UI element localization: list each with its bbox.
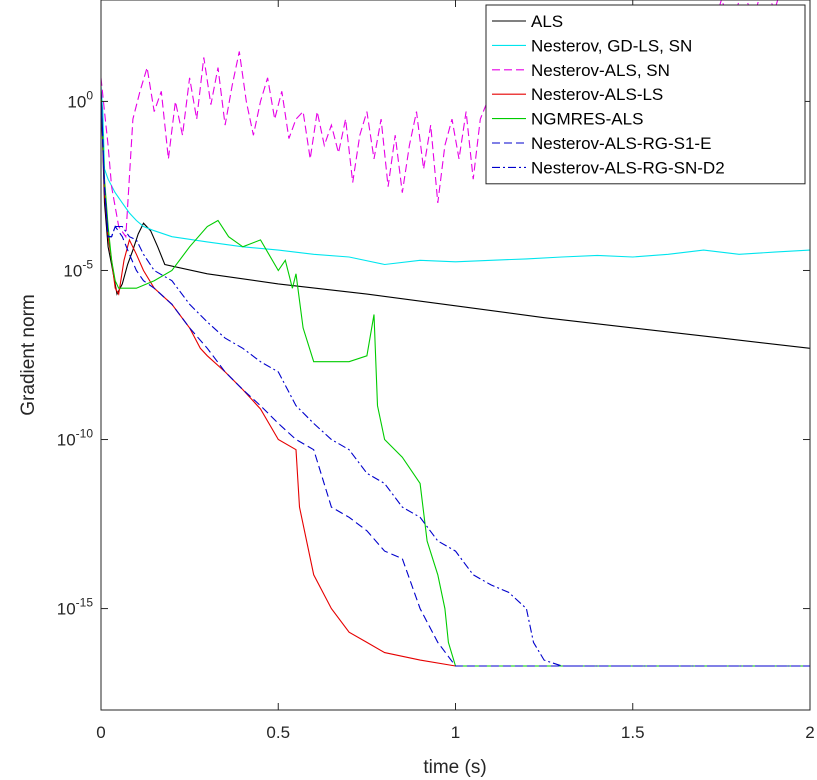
x-tick-label: 1.5: [621, 723, 645, 742]
legend-label: Nesterov-ALS-RG-S1-E: [531, 134, 711, 153]
series-line-6: [101, 91, 810, 667]
legend-label: Nesterov-ALS-RG-SN-D2: [531, 158, 725, 177]
series-line-2: [101, 85, 810, 266]
y-tick-label: 100: [67, 88, 93, 111]
y-axis-title: Gradient norm: [18, 294, 39, 415]
legend-label: Nesterov, GD-LS, SN: [531, 36, 692, 55]
legend: ALS Nesterov, GD-LS, SN Nesterov-ALS, SN Ne…: [485, 4, 806, 185]
legend-box: [485, 4, 806, 185]
x-axis: 0 0.5 1 1.5 2: [96, 0, 815, 742]
x-tick-label: 0.5: [266, 723, 290, 742]
y-tick-label: 10-15: [57, 596, 94, 619]
series-layer: [101, 0, 810, 667]
legend-label: Nesterov-ALS, SN: [531, 61, 670, 80]
series-line-5: [101, 91, 810, 667]
y-tick-label: 10-5: [63, 257, 93, 280]
legend-label: ALS: [531, 12, 563, 31]
x-tick-label: 2: [805, 723, 814, 742]
y-tick-label: 10-10: [57, 427, 94, 450]
legend-label: NGMRES-ALS: [531, 110, 643, 129]
x-tick-label: 0: [96, 723, 105, 742]
x-axis-title: time (s): [423, 757, 486, 778]
y-axis: 10-15 10-10 10-5 100: [57, 88, 810, 619]
legend-label: Nesterov-ALS-LS: [531, 85, 663, 104]
series-line-7: [101, 91, 810, 667]
x-tick-label: 1: [451, 723, 460, 742]
